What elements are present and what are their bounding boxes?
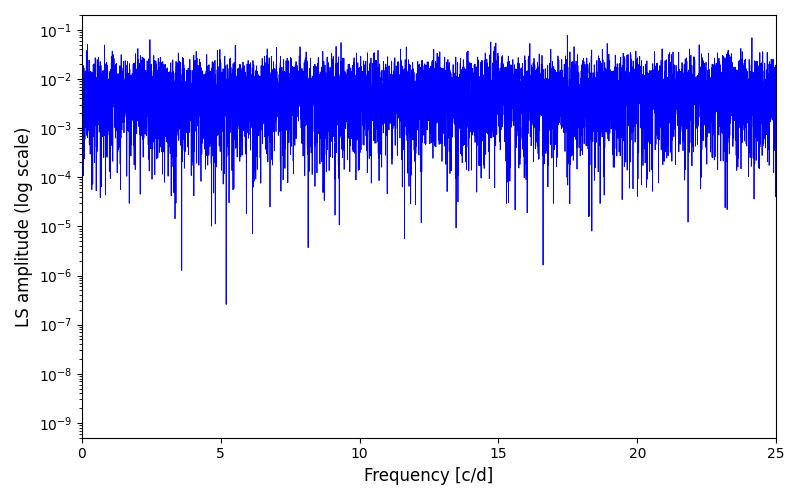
Y-axis label: LS amplitude (log scale): LS amplitude (log scale) [15,126,33,326]
X-axis label: Frequency [c/d]: Frequency [c/d] [364,467,494,485]
